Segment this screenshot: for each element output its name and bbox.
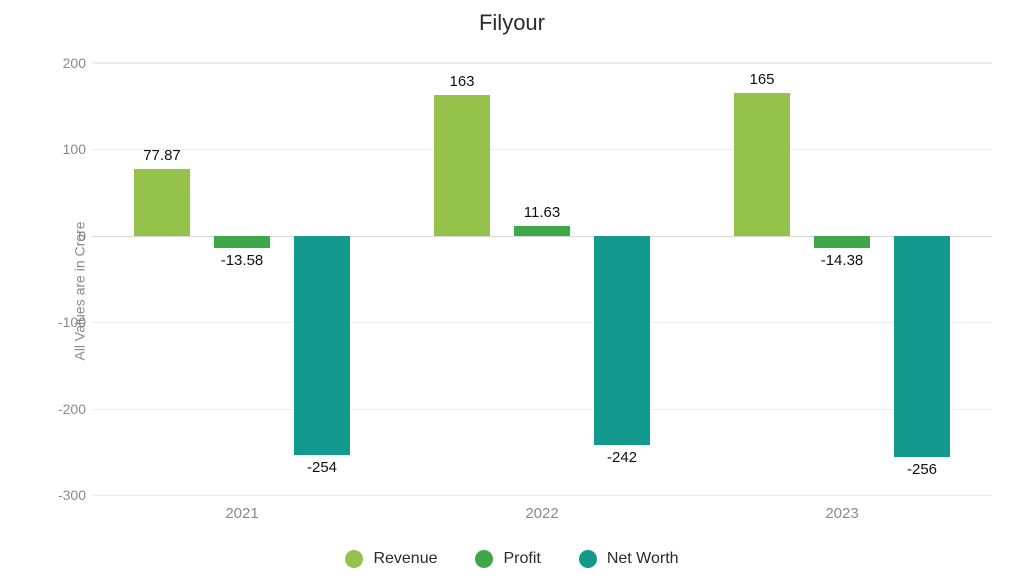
legend-swatch-icon — [475, 550, 493, 568]
bar-value-label: 163 — [422, 73, 502, 90]
y-tick-label: -100 — [40, 314, 86, 330]
y-tick-label: 0 — [40, 228, 86, 244]
x-tick-label: 2023 — [782, 505, 902, 522]
bar-revenue — [734, 93, 790, 236]
bar-profit — [214, 236, 270, 248]
y-tick-label: 100 — [40, 141, 86, 157]
gridline — [92, 495, 992, 496]
y-tick-label: 200 — [40, 55, 86, 71]
legend-swatch-icon — [579, 550, 597, 568]
bar-revenue — [434, 95, 490, 236]
legend-item-revenue: Revenue — [345, 550, 437, 568]
bar-profit — [814, 236, 870, 248]
gridline — [92, 63, 992, 64]
bar-networth — [594, 236, 650, 445]
bar-networth — [294, 236, 350, 455]
bar-value-label: 77.87 — [122, 147, 202, 164]
x-tick-label: 2022 — [482, 505, 602, 522]
gridline — [92, 322, 992, 323]
legend: Revenue Profit Net Worth — [0, 550, 1024, 568]
bar-value-label: -14.38 — [802, 252, 882, 269]
bar-revenue — [134, 169, 190, 236]
y-tick-label: -300 — [40, 487, 86, 503]
legend-label: Revenue — [373, 550, 437, 568]
bar-value-label: -256 — [882, 461, 962, 478]
legend-label: Net Worth — [607, 550, 679, 568]
plot-area: 2001000-100-200-300202177.87-13.58-25420… — [92, 62, 992, 494]
bar-profit — [514, 226, 570, 236]
bar-networth — [894, 236, 950, 457]
bar-value-label: -254 — [282, 459, 362, 476]
x-tick-label: 2021 — [182, 505, 302, 522]
gridline — [92, 409, 992, 410]
legend-swatch-icon — [345, 550, 363, 568]
gridline — [92, 149, 992, 150]
bar-value-label: 165 — [722, 71, 802, 88]
bar-value-label: -242 — [582, 449, 662, 466]
chart-title: Filyour — [0, 10, 1024, 36]
bar-value-label: -13.58 — [202, 252, 282, 269]
bar-value-label: 11.63 — [502, 204, 582, 221]
legend-item-profit: Profit — [475, 550, 540, 568]
chart-container: Filyour All Values are in Crore 2001000-… — [0, 0, 1024, 582]
legend-item-networth: Net Worth — [579, 550, 679, 568]
legend-label: Profit — [503, 550, 540, 568]
y-tick-label: -200 — [40, 401, 86, 417]
